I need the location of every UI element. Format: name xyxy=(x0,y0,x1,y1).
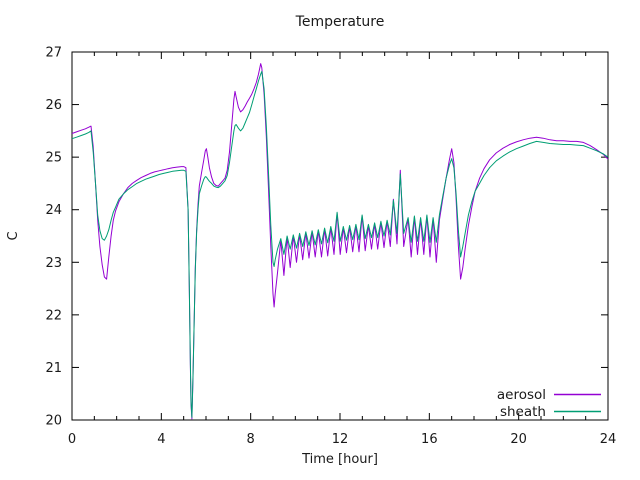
plot-generated-layer: 0 4 8 12 16 20 24 20 21 22 23 24 25 26 27 xyxy=(45,46,616,448)
y-tick-label: 24 xyxy=(45,203,62,218)
y-tick-label: 27 xyxy=(45,46,62,61)
y-tick-label: 25 xyxy=(45,151,62,166)
legend-label-aerosol: aerosol xyxy=(497,387,546,403)
x-tick-label: 0 xyxy=(68,432,76,447)
x-tick-label: 8 xyxy=(247,432,255,447)
x-tick-label: 4 xyxy=(157,432,165,447)
y-tick-label: 26 xyxy=(45,98,62,113)
series-line-sheath xyxy=(71,71,609,418)
y-tick-label: 21 xyxy=(45,361,62,376)
x-tick-label: 24 xyxy=(600,432,617,447)
x-axis-label: Time [hour] xyxy=(301,452,378,467)
x-tick-label: 12 xyxy=(332,432,349,447)
y-tick-label: 22 xyxy=(45,308,62,323)
y-tick-label: 23 xyxy=(45,256,62,271)
legend-label-sheath: sheath xyxy=(500,404,546,420)
legend: aerosol sheath xyxy=(497,387,601,420)
chart-title: Temperature xyxy=(295,14,385,30)
x-tick-label: 20 xyxy=(510,432,527,447)
x-tick-label: 16 xyxy=(421,432,438,447)
y-axis-label: C xyxy=(6,231,21,240)
y-tick-label: 20 xyxy=(45,414,62,429)
